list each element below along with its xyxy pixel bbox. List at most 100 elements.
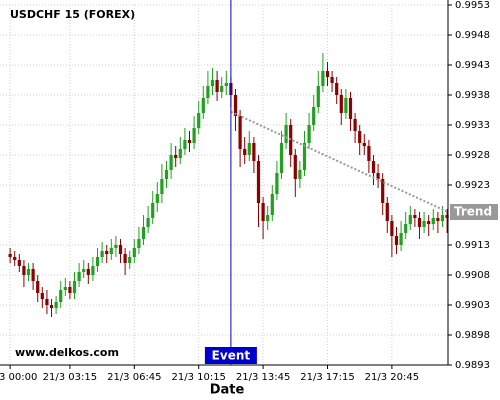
y-tick-label: 0.9928: [455, 150, 490, 161]
candle-body: [187, 140, 192, 143]
candle-body: [26, 269, 31, 275]
candle-body: [45, 299, 49, 305]
candle-body: [59, 290, 63, 302]
candle-body: [201, 98, 205, 113]
x-tick-label: 21/3 06:45: [107, 372, 161, 383]
candle-body: [436, 218, 440, 221]
candle-body: [252, 143, 256, 161]
candle-body: [440, 215, 445, 221]
candle-body: [298, 170, 302, 179]
candle-body: [77, 272, 81, 281]
candle-body: [40, 293, 44, 299]
candle-body: [371, 161, 376, 173]
candle-body: [243, 149, 247, 155]
watermark: www.delkos.com: [15, 346, 119, 359]
candle-body: [49, 305, 54, 308]
candle-body: [302, 143, 307, 170]
candle-body: [141, 227, 146, 239]
candle-body: [95, 257, 100, 266]
candle-body: [399, 233, 403, 245]
y-tick-label: 0.9903: [455, 300, 490, 311]
x-tick-label: 21/3 03:15: [43, 372, 97, 383]
candle-body: [325, 71, 330, 77]
candle-body: [174, 155, 178, 158]
trend-label-box: [450, 204, 498, 220]
candle-body: [339, 95, 343, 113]
candle-body: [160, 179, 164, 194]
candle-body: [270, 194, 274, 215]
y-tick-label: 0.9923: [455, 180, 490, 191]
candle-body: [344, 98, 348, 113]
x-tick-label: 21/3 13:45: [236, 372, 290, 383]
candle-body: [123, 254, 127, 263]
candle-body: [13, 257, 17, 260]
candle-body: [86, 269, 90, 275]
candle-body: [358, 131, 362, 143]
x-tick-label: 21/3 00:00: [0, 372, 37, 383]
candle-body: [427, 221, 431, 224]
candle-body: [445, 215, 449, 218]
chart-title: USDCHF 15 (FOREX): [10, 8, 135, 21]
candle-body: [316, 86, 320, 107]
candle-body: [68, 287, 72, 293]
candle-body: [100, 251, 104, 257]
y-tick-label: 0.9943: [455, 60, 490, 71]
candle-body: [132, 248, 136, 257]
candle-body: [367, 146, 371, 161]
candle-body: [417, 218, 422, 227]
candle-body: [376, 173, 380, 179]
candle-body: [17, 260, 21, 266]
candle-body: [22, 266, 26, 275]
candle-body: [109, 248, 113, 254]
y-tick-label: 0.9938: [455, 90, 490, 101]
y-tick-label: 0.9898: [455, 330, 490, 341]
candle-body: [390, 221, 394, 236]
candle-body: [293, 155, 297, 179]
candle-body: [155, 194, 159, 203]
event-label: Event: [212, 349, 251, 363]
candle-body: [105, 251, 109, 254]
candle-body: [422, 221, 426, 227]
candle-body: [238, 116, 242, 149]
candle-body: [220, 86, 224, 92]
candle-body: [128, 257, 132, 263]
candle-body: [63, 287, 67, 290]
candle-body: [321, 71, 325, 86]
candle-body: [146, 218, 150, 227]
candle-body: [215, 80, 219, 92]
x-tick-label: 21/3 17:15: [300, 372, 354, 383]
y-tick-label: 0.9908: [455, 270, 490, 281]
y-tick-label: 0.9933: [455, 120, 490, 131]
candle-body: [82, 269, 86, 272]
x-tick-label: 21/3 10:15: [171, 372, 225, 383]
candle-body: [385, 203, 389, 221]
candle-body: [330, 77, 334, 83]
candle-body: [289, 125, 293, 155]
x-tick-label: 21/3 20:45: [365, 372, 419, 383]
candle-body: [114, 245, 118, 248]
candle-body: [36, 281, 40, 293]
candle-body: [8, 254, 12, 257]
candle-body: [348, 98, 353, 119]
plot-area: [0, 0, 448, 365]
x-axis-title: Date: [210, 383, 245, 398]
candle-body: [151, 203, 155, 218]
candle-body: [72, 281, 77, 293]
candle-body: [210, 80, 215, 86]
candle-body: [353, 119, 357, 131]
candle-body: [247, 143, 251, 155]
candle-body: [275, 173, 279, 194]
candle-body: [431, 218, 435, 224]
y-tick-label: 0.9913: [455, 240, 490, 251]
candle-body: [118, 245, 123, 254]
candle-body: [169, 155, 173, 170]
candle-body: [256, 161, 261, 203]
y-tick-label: 0.9948: [455, 30, 490, 41]
candle-body: [413, 215, 417, 218]
y-tick-label: 0.9953: [455, 0, 490, 11]
candle-body: [312, 107, 316, 125]
candle-body: [224, 83, 228, 86]
trend-label: Trend: [454, 205, 492, 219]
